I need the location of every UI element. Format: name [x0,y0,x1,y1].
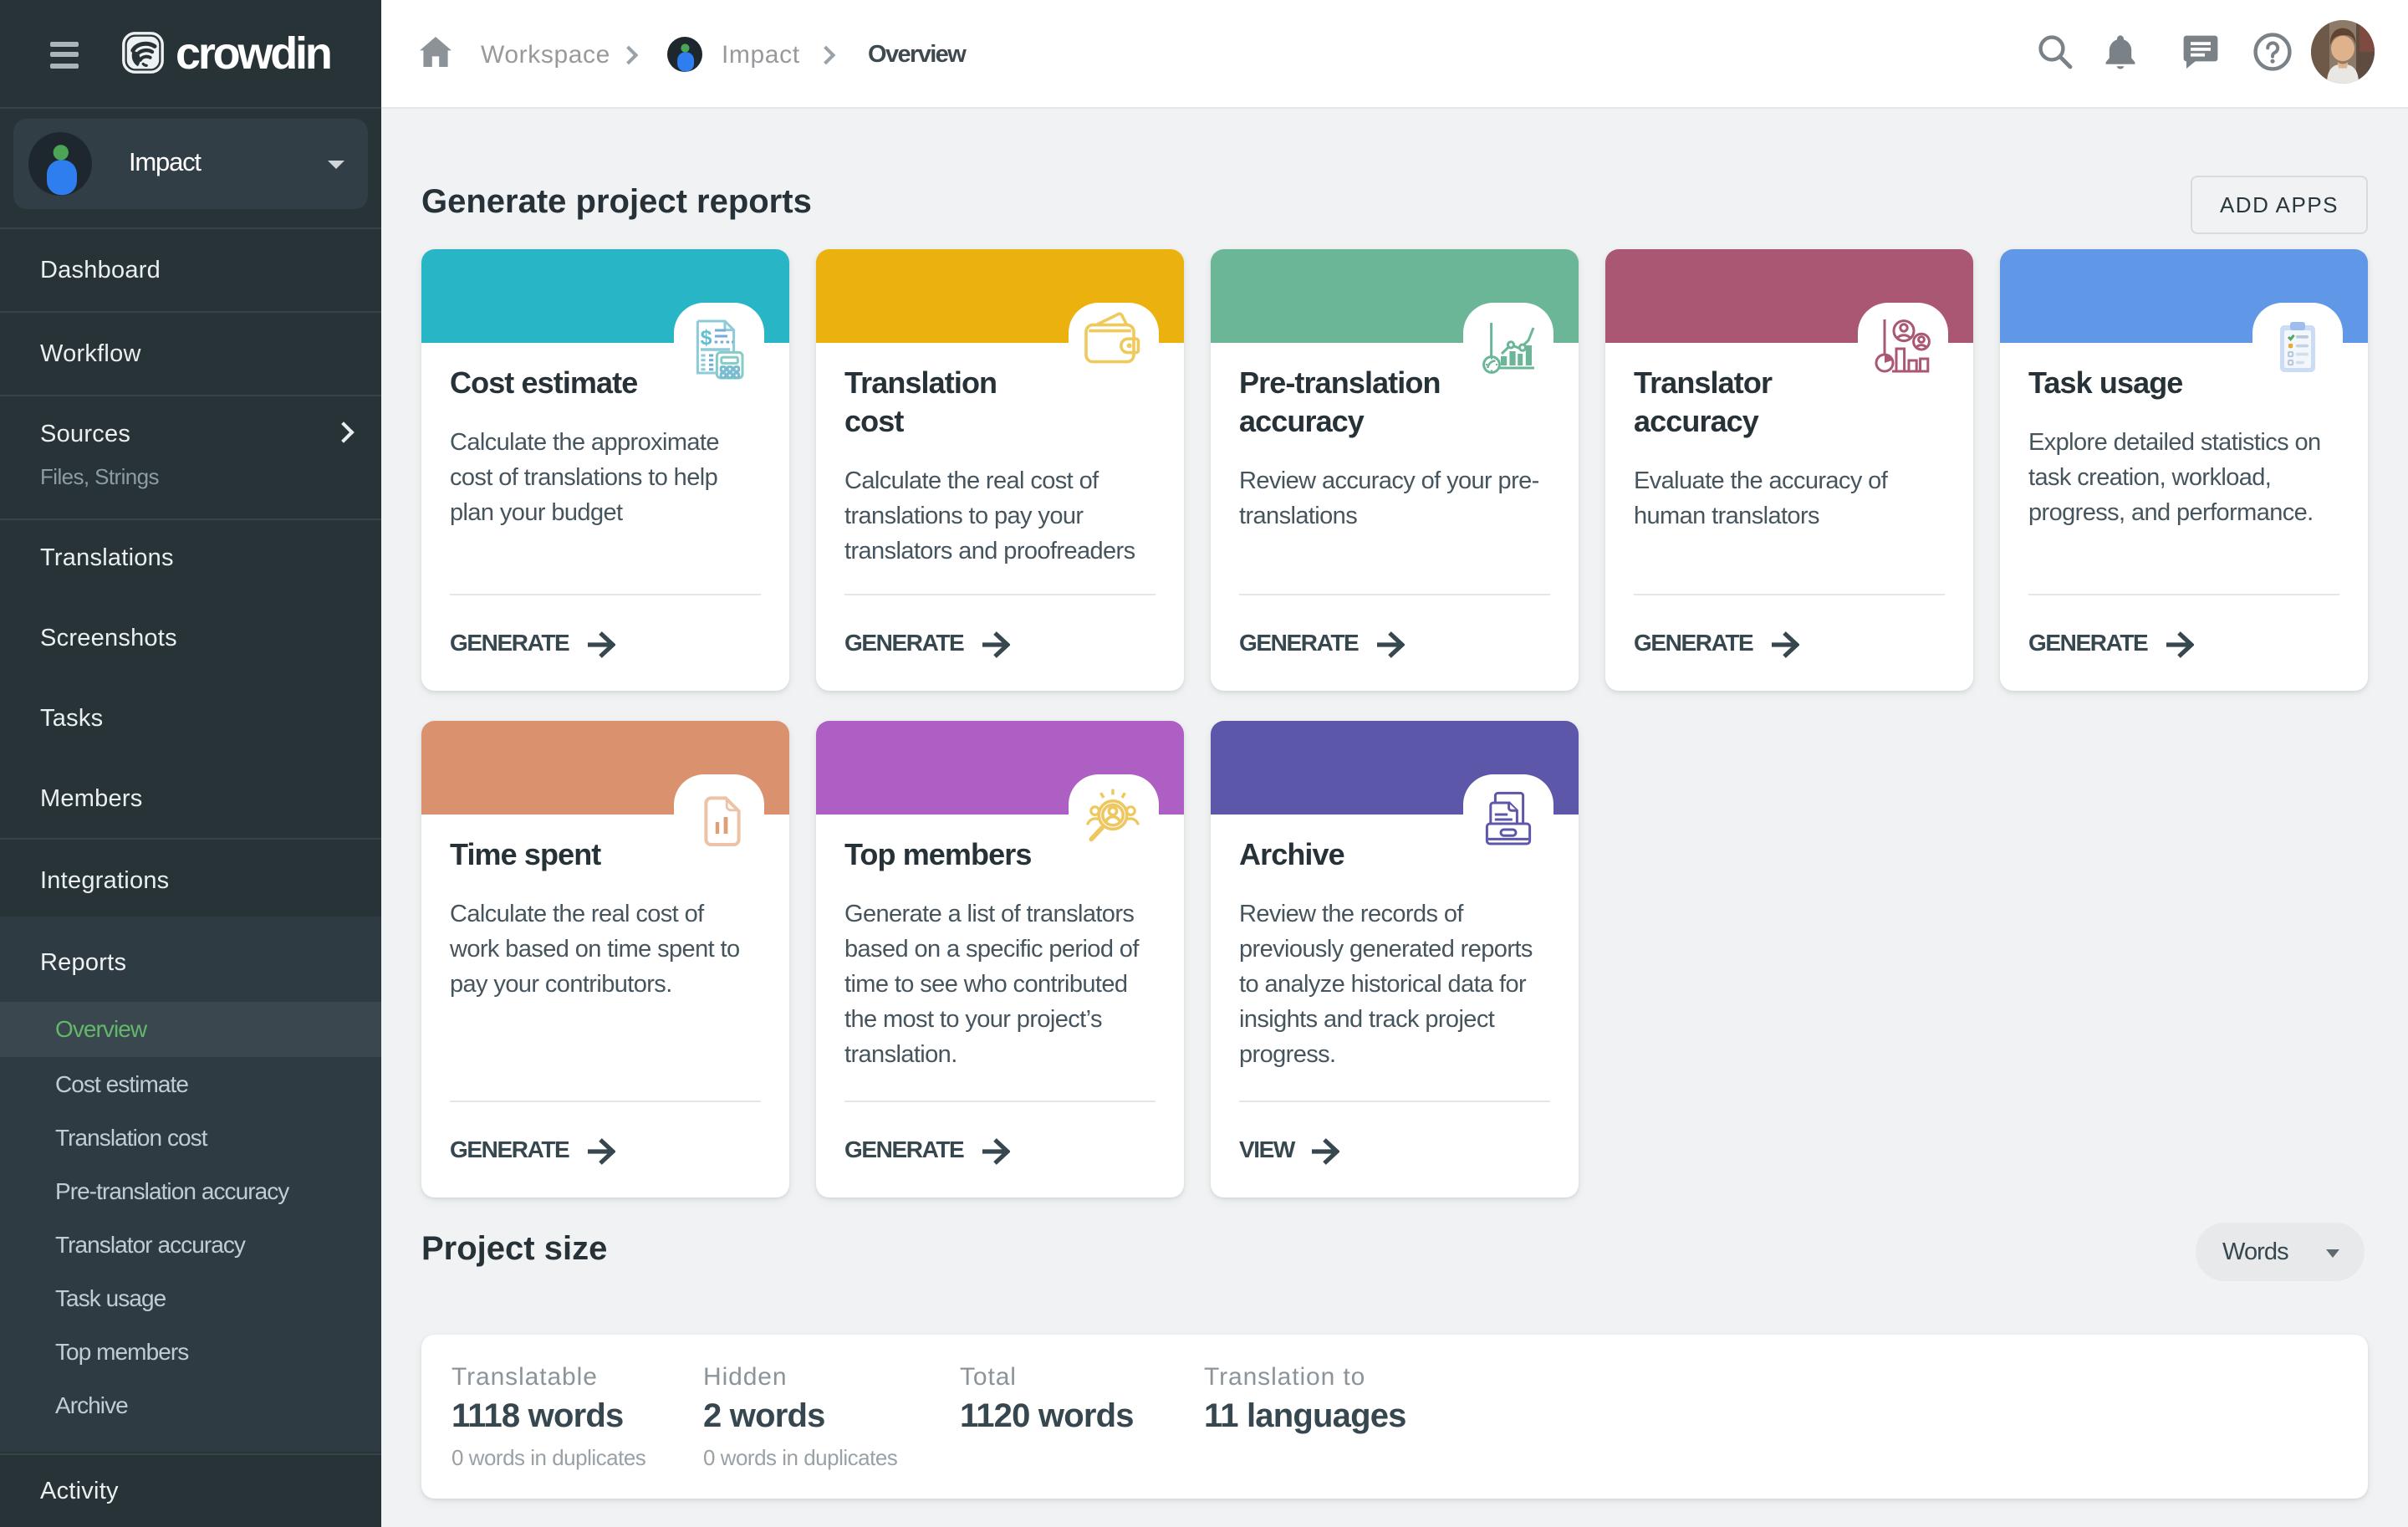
svg-text:$: $ [701,327,712,350]
